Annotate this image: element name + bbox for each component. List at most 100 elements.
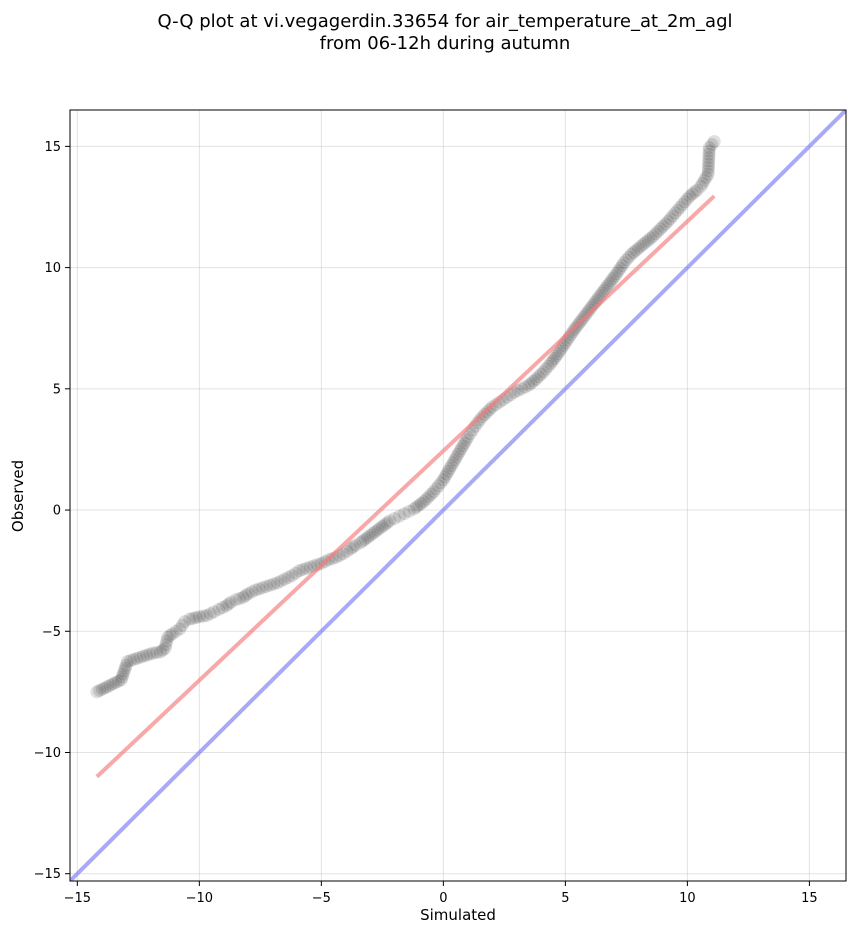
qq-point-234 xyxy=(701,164,715,178)
chart-title-line-1: Q-Q plot at vi.vegagerdin.33654 for air_… xyxy=(158,11,733,32)
qq-point-146 xyxy=(511,384,525,398)
qq-point-94 xyxy=(375,519,389,533)
qq-point-153 xyxy=(532,370,546,384)
qq-point-32 xyxy=(165,627,179,641)
chart-title: Q-Q plot at vi.vegagerdin.33654 for air_… xyxy=(158,11,733,54)
qq-point-221 xyxy=(673,200,687,214)
qq-point-70 xyxy=(300,561,314,575)
qq-point-209 xyxy=(644,231,658,245)
qq-point-106 xyxy=(417,495,431,509)
qq-point-114 xyxy=(436,473,450,487)
qq-point-240 xyxy=(702,144,716,158)
qq-point-68 xyxy=(292,564,306,578)
qq-point-58 xyxy=(256,581,270,595)
qq-point-87 xyxy=(358,532,372,546)
qq-point-3 xyxy=(98,681,112,695)
qq-point-4 xyxy=(101,679,115,693)
y-tick-label-6: 15 xyxy=(44,140,61,155)
qq-point-54 xyxy=(241,587,255,601)
qq-point-10 xyxy=(115,670,129,684)
qq-point-97 xyxy=(383,514,397,528)
qq-point-102 xyxy=(407,502,421,516)
qq-point-222 xyxy=(676,198,690,212)
qq-point-67 xyxy=(289,566,303,580)
qq-point-30 xyxy=(161,630,175,644)
qq-point-158 xyxy=(544,356,558,370)
qq-point-46 xyxy=(216,601,230,615)
qq-point-56 xyxy=(248,583,262,597)
qq-point-228 xyxy=(690,183,704,197)
qq-point-52 xyxy=(236,590,250,604)
qq-point-121 xyxy=(448,453,462,467)
x-tick-label-0: −15 xyxy=(64,891,91,906)
qq-point-149 xyxy=(522,378,536,392)
qq-point-85 xyxy=(353,536,367,550)
qq-point-14 xyxy=(119,658,133,672)
qq-point-48 xyxy=(222,597,236,611)
qq-point-200 xyxy=(622,250,636,264)
qq-point-151 xyxy=(527,374,541,388)
qq-point-213 xyxy=(654,222,668,236)
qq-point-159 xyxy=(546,354,560,368)
qq-point-60 xyxy=(263,578,277,592)
qq-point-20 xyxy=(136,649,150,663)
y-tick-label-4: 5 xyxy=(53,382,61,397)
qq-point-120 xyxy=(446,456,460,470)
qq-point-125 xyxy=(454,442,468,456)
qq-point-84 xyxy=(349,538,363,552)
qq-point-190 xyxy=(602,276,616,290)
qq-point-226 xyxy=(685,187,699,201)
qq-point-196 xyxy=(613,261,627,275)
qq-point-7 xyxy=(109,675,123,689)
qq-point-123 xyxy=(451,447,465,461)
qq-point-163 xyxy=(553,344,567,358)
qq-point-51 xyxy=(233,592,247,606)
qq-point-212 xyxy=(651,224,665,238)
qq-point-201 xyxy=(624,247,638,261)
y-axis-label: Observed xyxy=(9,460,27,532)
qq-point-26 xyxy=(156,643,170,657)
qq-point-65 xyxy=(281,570,295,584)
qq-point-157 xyxy=(541,359,555,373)
qq-point-96 xyxy=(380,516,394,530)
qq-point-69 xyxy=(296,562,310,576)
qq-point-11 xyxy=(116,667,130,681)
qq-point-188 xyxy=(599,281,613,295)
qq-point-37 xyxy=(183,612,197,626)
qq-point-109 xyxy=(424,487,438,501)
qq-point-38 xyxy=(186,611,200,625)
qq-point-17 xyxy=(127,652,141,666)
x-tick-label-4: 5 xyxy=(561,891,569,906)
qq-point-233 xyxy=(701,167,715,181)
qq-point-61 xyxy=(267,577,281,591)
qq-point-31 xyxy=(163,629,177,643)
qq-point-55 xyxy=(245,585,259,599)
qq-point-214 xyxy=(656,219,670,233)
qq-point-208 xyxy=(641,233,655,247)
qq-point-231 xyxy=(697,173,711,187)
qq-point-199 xyxy=(619,253,633,267)
qq-point-50 xyxy=(229,593,243,607)
qq-point-19 xyxy=(133,650,147,664)
x-axis-ticks: −15 −10 −5 0 5 10 15 xyxy=(64,881,818,906)
qq-point-111 xyxy=(429,482,443,496)
qq-point-239 xyxy=(702,147,716,161)
qq-point-99 xyxy=(392,509,406,523)
qq-point-187 xyxy=(597,284,611,298)
qq-point-210 xyxy=(646,229,660,243)
qq-point-161 xyxy=(549,349,563,363)
qq-point-117 xyxy=(441,464,455,478)
qq-point-229 xyxy=(694,179,708,193)
qq-point-39 xyxy=(189,611,203,625)
qq-point-192 xyxy=(606,272,620,286)
qq-point-104 xyxy=(412,498,426,512)
qq-point-112 xyxy=(431,479,445,493)
qq-point-150 xyxy=(524,376,538,390)
x-tick-label-5: 10 xyxy=(679,891,696,906)
qq-point-243 xyxy=(707,135,721,149)
qq-point-77 xyxy=(325,552,339,566)
qq-point-203 xyxy=(629,243,643,257)
qq-point-124 xyxy=(453,444,467,458)
qq-point-154 xyxy=(534,367,548,381)
qq-point-93 xyxy=(373,521,387,535)
